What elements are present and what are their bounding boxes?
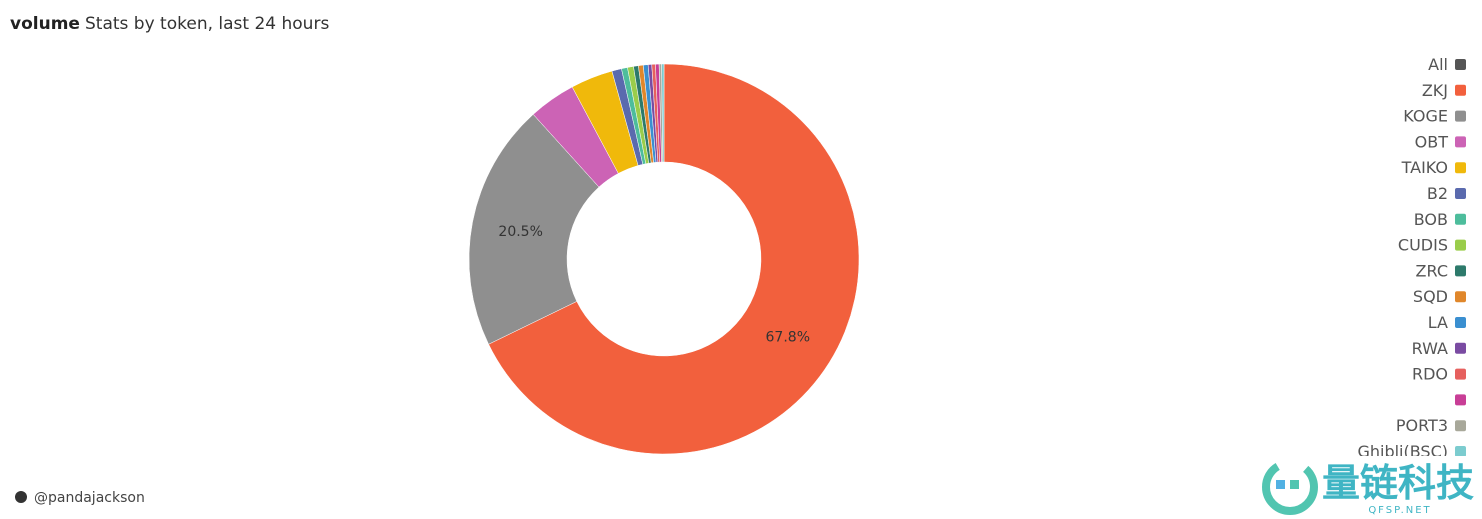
legend-swatch [1455,342,1466,354]
legend-swatch [1455,162,1466,174]
watermark-site: QFSP.NET [1368,505,1431,516]
legend-label: TAIKO [1401,158,1448,177]
legend-swatch [1455,110,1466,122]
legend-swatch [1455,213,1466,225]
legend-swatch [1455,317,1466,328]
watermark-brand: 量链科技 [1322,461,1474,505]
value-label: 67.8% [766,329,810,345]
legend-swatch [1455,239,1466,251]
legend-swatch [1455,420,1466,432]
legend-label: PORT3 [1396,416,1448,435]
legend-label: ZRC [1416,261,1448,280]
legend-label: B2 [1427,184,1448,203]
author: @pandajackson [34,490,145,506]
legend-label: KOGE [1403,107,1448,126]
author-icon [15,491,27,503]
legend-label: RWA [1412,339,1448,358]
legend-swatch [1455,291,1466,303]
legend-label: SQD [1413,287,1448,306]
legend-swatch [1455,84,1466,96]
legend-swatch [1455,188,1466,199]
value-label: 20.5% [498,224,542,240]
legend-swatch [1455,136,1466,148]
chart-title: volume [10,14,80,34]
slice [468,114,600,345]
legend: All ZKJ KOGE OBT TAIKO B2 BOB CUDIS ZRC SQD LA RWA R… [1357,55,1466,461]
legend-label: Ghibli(BSC) [1357,442,1448,461]
legend-label: LA [1428,313,1448,332]
legend-label: CUDIS [1398,236,1448,255]
legend-swatch [1455,368,1466,380]
donut: 67.8% 20.5% [468,63,860,455]
slice [661,63,665,163]
slice [488,63,860,455]
legend-label: RDO [1412,365,1448,384]
legend-label: OBT [1415,132,1449,151]
legend-label: ZKJ [1422,81,1448,100]
chart-subtitle: Stats by token, last 24 hours [85,14,329,34]
legend-toggle: All [1428,55,1448,74]
legend-swatch [1455,59,1466,70]
legend-label: BOB [1414,210,1448,229]
legend-swatch [1455,394,1466,406]
legend-swatch [1455,265,1466,277]
watermark-logo [1262,459,1318,515]
legend-swatch [1455,446,1466,456]
